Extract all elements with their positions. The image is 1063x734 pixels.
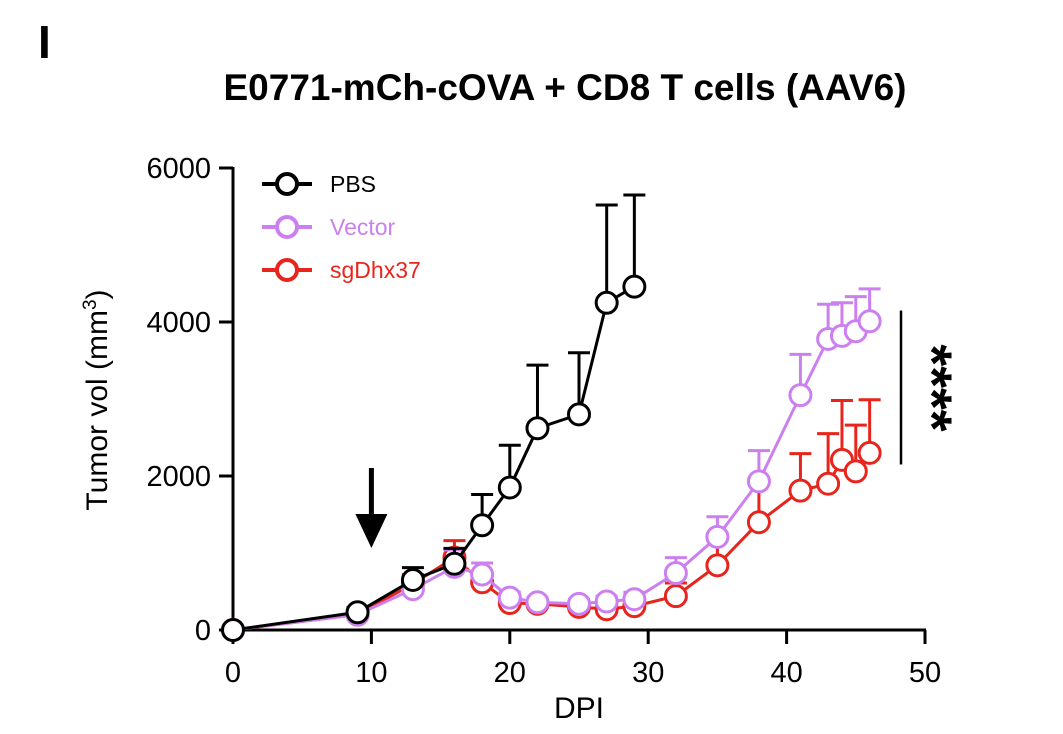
data-point (525, 416, 550, 441)
axes: 0 2000 4000 6000 0 10 20 30 40 50 (146, 153, 941, 689)
data-point (470, 562, 495, 587)
data-point (788, 478, 813, 503)
series-line (232, 285, 636, 632)
data-point (746, 469, 771, 494)
y-tick-label: 0 (195, 615, 211, 647)
y-tick-label: 2000 (146, 461, 211, 493)
data-point (525, 590, 550, 615)
y-axis-label: Tumor vol (mm3) (80, 289, 114, 510)
legend-item-pbs: PBS (262, 171, 376, 197)
y-tick-label: 4000 (146, 307, 211, 339)
chart-title: E0771-mCh-cOVA + CD8 T cells (AAV6) (223, 67, 906, 108)
data-point (843, 459, 868, 484)
data-point (816, 471, 841, 496)
panel-label: I (38, 16, 51, 68)
x-tick-label: 0 (225, 657, 241, 689)
data-point (221, 618, 245, 642)
data-point (622, 587, 647, 612)
data-point (400, 567, 425, 592)
data-point (857, 309, 882, 334)
significance-label: **** (901, 344, 964, 431)
data-point (442, 551, 467, 576)
legend-marker (275, 258, 299, 282)
data-point (663, 584, 688, 609)
y-axis-label-superscript: 3 (80, 299, 101, 310)
x-tick-label: 30 (632, 657, 664, 689)
legend: PBS Vector sgDhx37 (262, 171, 421, 283)
data-point (663, 561, 688, 586)
legend-label: PBS (330, 171, 376, 197)
x-tick-label: 10 (355, 657, 387, 689)
y-axis-label-close: ) (81, 289, 114, 299)
legend-item-sgdhx37: sgDhx37 (262, 257, 421, 283)
data-point (594, 290, 619, 315)
data-point (594, 589, 619, 614)
data-point (497, 585, 522, 610)
data-point (470, 513, 495, 538)
data-point (622, 274, 647, 299)
data-point (788, 383, 813, 408)
legend-label: Vector (330, 214, 396, 240)
x-tick-label: 20 (494, 657, 526, 689)
legend-marker (275, 172, 299, 196)
legend-label: sgDhx37 (330, 257, 421, 283)
treatment-arrow-head (355, 514, 388, 548)
legend-marker (275, 215, 299, 239)
data-point (857, 440, 882, 465)
x-tick-label: 50 (909, 657, 941, 689)
data-point (567, 591, 591, 616)
series-line (232, 320, 871, 632)
annotations: **** (355, 310, 964, 548)
legend-item-vector: Vector (262, 214, 396, 240)
y-axis-label-main: Tumor vol (mm (81, 310, 114, 511)
data-point (345, 600, 370, 625)
x-tick-label: 40 (770, 657, 802, 689)
series-vector (221, 287, 882, 642)
data-point (705, 553, 730, 578)
series-layer (221, 193, 882, 642)
data-point (746, 510, 771, 535)
y-tick-label: 6000 (146, 153, 211, 185)
series-pbs (221, 193, 647, 642)
data-point (497, 475, 522, 500)
x-axis-label: DPI (554, 692, 604, 725)
data-point (567, 402, 591, 427)
data-point (705, 524, 730, 549)
